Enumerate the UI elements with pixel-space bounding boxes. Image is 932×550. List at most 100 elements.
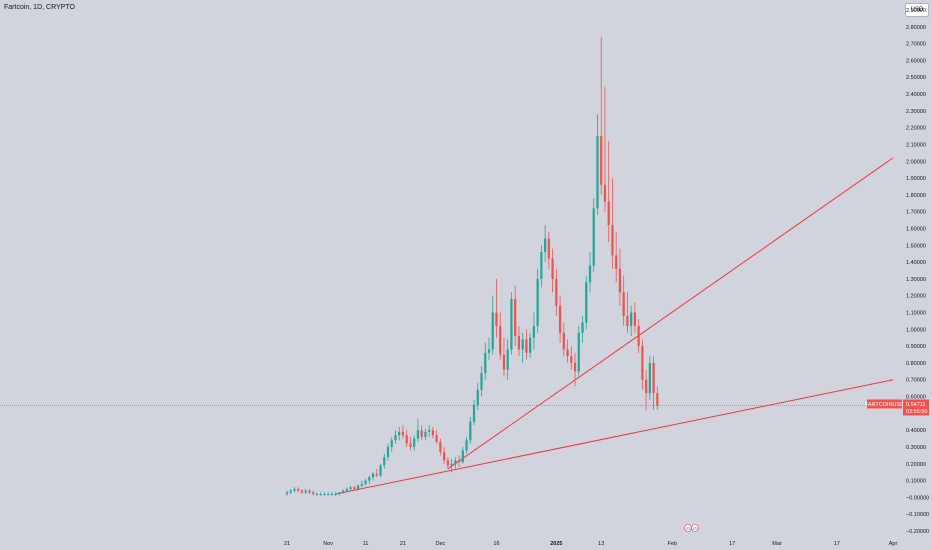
trendlines-layer xyxy=(335,157,894,495)
candle xyxy=(618,248,622,306)
candle xyxy=(398,426,401,441)
candle-body xyxy=(555,278,558,306)
candle-body xyxy=(521,339,524,350)
candle xyxy=(454,457,457,469)
candle xyxy=(652,356,655,410)
candle-body xyxy=(308,490,311,493)
candle-body xyxy=(630,312,633,326)
candle-body xyxy=(360,483,363,486)
candle xyxy=(641,339,644,390)
candle xyxy=(364,478,367,486)
price-tick-label: 2.90000 xyxy=(906,8,926,14)
event-flag-icon[interactable]: US xyxy=(684,524,692,532)
candle xyxy=(297,487,300,493)
price-tick-label: 2.00000 xyxy=(906,159,926,165)
candle-body xyxy=(439,441,442,453)
candle xyxy=(495,278,498,338)
candle-body xyxy=(304,490,307,493)
price-tick-label: −0.20000 xyxy=(906,529,929,535)
candle-body xyxy=(386,446,390,458)
candle-body xyxy=(502,354,506,370)
candle xyxy=(413,435,416,451)
candle-body xyxy=(633,312,637,326)
candle xyxy=(304,488,307,495)
candle-body xyxy=(600,136,603,185)
candle-body xyxy=(532,325,536,338)
time-tick-label: Mar xyxy=(772,541,782,547)
candle xyxy=(345,487,348,493)
candle-body xyxy=(652,362,655,394)
time-tick-label: 16 xyxy=(493,541,499,547)
candle-body xyxy=(285,492,289,495)
candle-body xyxy=(413,438,416,447)
candle-body xyxy=(592,208,595,266)
candle-body xyxy=(323,494,326,496)
candle-body xyxy=(529,337,532,353)
candle xyxy=(517,325,521,357)
price-badge-countdown: 03:55:50 xyxy=(906,409,927,415)
candle xyxy=(338,492,341,496)
candle-body xyxy=(551,258,554,279)
price-tick-label: 2.50000 xyxy=(906,75,926,81)
candle-body xyxy=(626,315,629,326)
candle-body xyxy=(596,136,599,209)
price-tick-label: 2.70000 xyxy=(906,42,926,48)
trendline-2[interactable] xyxy=(447,157,894,470)
time-tick-label: 11 xyxy=(363,541,369,547)
candle-body xyxy=(405,435,408,444)
candle xyxy=(510,292,513,355)
candle xyxy=(349,485,352,491)
price-tick-label: 2.30000 xyxy=(906,109,926,115)
candle xyxy=(472,399,476,426)
candle xyxy=(600,36,603,195)
price-axis[interactable]: 2.90000 2.80000 2.70000 2.60000 2.50000 2.400… xyxy=(906,8,929,535)
candle-body xyxy=(394,435,397,441)
price-tick-label: 1.40000 xyxy=(906,260,926,266)
currency-button[interactable]: USD xyxy=(905,3,929,17)
candle-body xyxy=(577,332,580,372)
candle-body xyxy=(615,255,618,269)
time-tick-label: 13 xyxy=(598,541,604,547)
candle xyxy=(648,356,651,400)
time-tick-label: 2025 xyxy=(550,541,562,547)
candle xyxy=(379,463,382,478)
candle-body xyxy=(514,299,517,337)
candle xyxy=(558,295,562,343)
candle xyxy=(480,366,483,397)
price-tick-label: 0.70000 xyxy=(906,378,926,384)
candle-body xyxy=(495,312,498,326)
candle xyxy=(529,332,532,358)
candle xyxy=(502,337,506,377)
symbol-title[interactable]: Fartcoin, 1D, CRYPTO xyxy=(4,4,75,11)
candle-body xyxy=(334,494,337,496)
time-tick-label: Feb xyxy=(668,541,677,547)
time-axis[interactable]: 21 Nov 11 21 Dec 16 2025 13 Feb 17 Mar 17 Apr xyxy=(284,541,898,547)
trendline-1[interactable] xyxy=(335,379,894,495)
candle xyxy=(637,319,640,353)
candle xyxy=(435,430,438,444)
candle xyxy=(626,292,629,333)
candle-body xyxy=(300,490,304,493)
event-flag-icon[interactable]: US xyxy=(691,524,699,532)
candle-body xyxy=(383,457,386,466)
candle-body xyxy=(607,201,610,226)
candle-body xyxy=(327,494,330,496)
time-tick-label: Apr xyxy=(889,541,898,547)
candle-body xyxy=(319,494,322,496)
candle-body xyxy=(648,362,651,394)
candle-body xyxy=(401,431,405,436)
time-tick-label: 17 xyxy=(729,541,735,547)
price-tick-label: 1.90000 xyxy=(906,176,926,182)
candle-body xyxy=(345,488,348,491)
candle-body xyxy=(603,184,607,202)
candle xyxy=(603,87,607,212)
candle xyxy=(499,312,502,360)
candle-body xyxy=(585,282,588,323)
candle xyxy=(547,231,550,269)
price-badge xyxy=(903,399,929,416)
candle-body xyxy=(506,349,509,370)
candle xyxy=(536,268,539,333)
